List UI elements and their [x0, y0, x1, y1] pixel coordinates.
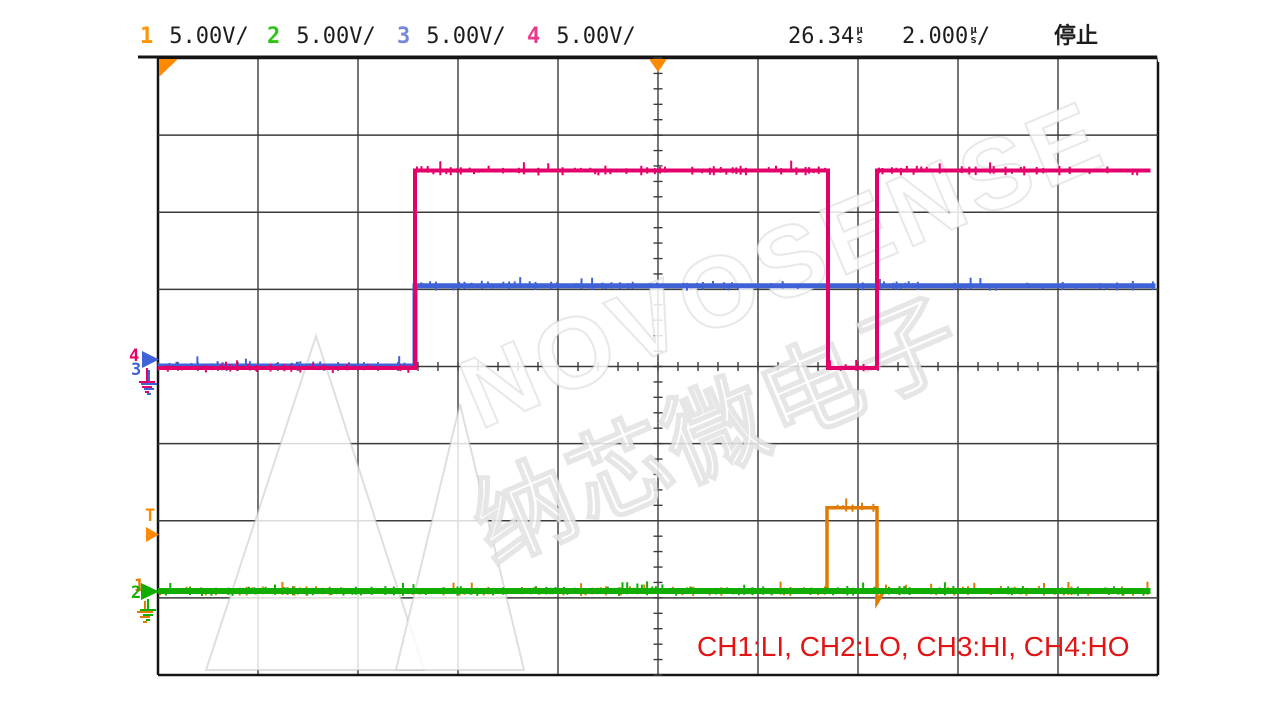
- ch4-ground-symbol-icon: [139, 368, 155, 393]
- trigger-level-arrow-icon: [146, 527, 159, 542]
- ch2-readout: 2 5.00V/: [267, 24, 376, 50]
- novosense-logo-watermark-icon: [394, 403, 526, 671]
- ch2-number: 2: [267, 24, 281, 49]
- ch4-ground-label: 4: [129, 346, 139, 366]
- timebase-value: 2.000: [902, 24, 969, 49]
- trace-ch2-lo: [158, 581, 1151, 596]
- delay-unit: µ s: [856, 23, 863, 46]
- ch3-number: 3: [397, 24, 411, 49]
- trigger-time-marker-icon: [649, 59, 667, 72]
- ch3-ground-arrow-icon: [142, 351, 159, 368]
- ch4-scale: 5.00V/: [556, 24, 636, 49]
- channel-annotation: CH1:LI, CH2:LO, CH3:HI, CH4:HO: [697, 631, 1130, 662]
- scope-markers: 3 4 T 1 2: [129, 59, 667, 623]
- ch3-ground-label: 3: [131, 360, 141, 380]
- timebase-suffix: /: [976, 24, 991, 49]
- ch4-readout: 4 5.00V/: [527, 24, 636, 50]
- watermark-corner: [1150, 6, 1280, 62]
- ch1-readout: 1 5.00V/: [140, 24, 249, 50]
- novosense-logo-watermark-icon: [204, 332, 426, 671]
- trace-ch4-ho: [158, 160, 1151, 373]
- trace-core: [158, 168, 1151, 370]
- timebase-unit: µ s: [970, 23, 977, 46]
- ch2-ground-label: 2: [131, 583, 141, 603]
- run-state-label: 停止: [1054, 24, 1099, 49]
- delay-readout: 26.34 µ s: [788, 24, 863, 50]
- ch3-readout: 3 5.00V/: [397, 24, 506, 50]
- watermark: NOVOSENSE 纳芯微电子: [204, 6, 1280, 671]
- delay-value: 26.34: [788, 24, 855, 49]
- ch3-scale: 5.00V/: [426, 24, 506, 49]
- ch1-ground-label: 1: [134, 576, 144, 596]
- ch2-scale: 5.00V/: [296, 24, 376, 49]
- ch3-ground-symbol-icon: [141, 370, 157, 395]
- scope-status-bar: 1 5.00V/ 2 5.00V/ 3 5.00V/ 4 5.00V/ 26.3…: [0, 0, 1280, 56]
- ch1-scale: 5.00V/: [169, 24, 249, 49]
- trigger-level-label: T: [145, 506, 155, 526]
- sweep-start-marker-icon: [159, 59, 178, 77]
- waveform-traces: [158, 160, 1156, 609]
- timebase-readout: 2.000 µ s /: [902, 24, 990, 50]
- trace-noise: [166, 160, 1139, 373]
- ch2-ground-arrow-icon: [141, 583, 159, 600]
- ch4-number: 4: [527, 24, 541, 49]
- ch2-ground-symbol-icon: [140, 599, 156, 621]
- ch1-ground-symbol-icon: [137, 601, 153, 623]
- trace-noise: [164, 581, 1149, 596]
- ch1-number: 1: [140, 24, 154, 49]
